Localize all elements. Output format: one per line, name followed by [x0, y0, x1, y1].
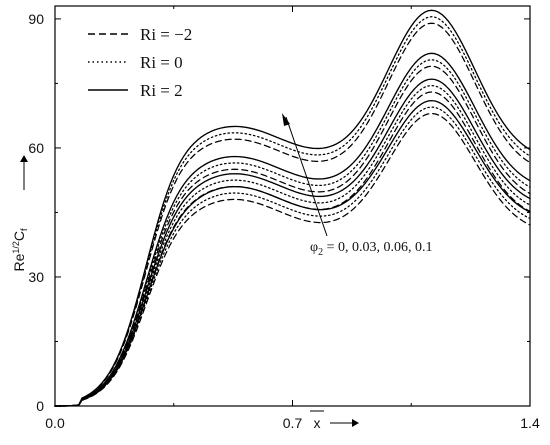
- x-tick-label: 0.7: [283, 415, 303, 431]
- series-line-phi-0.03-ri-2: [54, 52, 531, 407]
- series-line-phi-0.06-ri-0: [54, 84, 531, 407]
- annotation-arrow-shaft: [285, 116, 328, 237]
- x-tick-label: 1.4: [520, 415, 540, 431]
- x-axis-label: x: [314, 415, 321, 431]
- series-line-phi-0-ri-0: [54, 16, 531, 407]
- y-tick-label: 30: [28, 269, 44, 285]
- series-line-phi-0-ri-2: [54, 9, 531, 407]
- series-line-phi-0.1-ri-2: [54, 99, 531, 407]
- series-line-phi-0.03-ri-−2: [54, 65, 531, 407]
- y-axis-arrow-head: [20, 155, 28, 162]
- series-line-phi-0.06-ri-2: [54, 78, 531, 407]
- y-tick-label: 60: [28, 140, 44, 156]
- y-axis-label: Re1/2Cf: [11, 228, 29, 272]
- legend-label: Ri = 0: [140, 53, 183, 72]
- x-tick-label: 0.0: [45, 415, 65, 431]
- series-line-phi-0.1-ri-−2: [54, 112, 531, 407]
- y-tick-label: 0: [36, 398, 44, 414]
- legend-label: Ri = −2: [140, 25, 192, 44]
- y-tick-label: 90: [28, 11, 44, 27]
- legend-label: Ri = 2: [140, 81, 183, 100]
- annotation-arrow-head: [282, 113, 290, 126]
- series-line-phi-0.06-ri-−2: [54, 91, 531, 407]
- x-axis-arrow-head: [352, 419, 359, 427]
- series-line-phi-0.1-ri-0: [54, 106, 531, 407]
- annotation-label: φ2 = 0, 0.03, 0.06, 0.1: [310, 240, 433, 258]
